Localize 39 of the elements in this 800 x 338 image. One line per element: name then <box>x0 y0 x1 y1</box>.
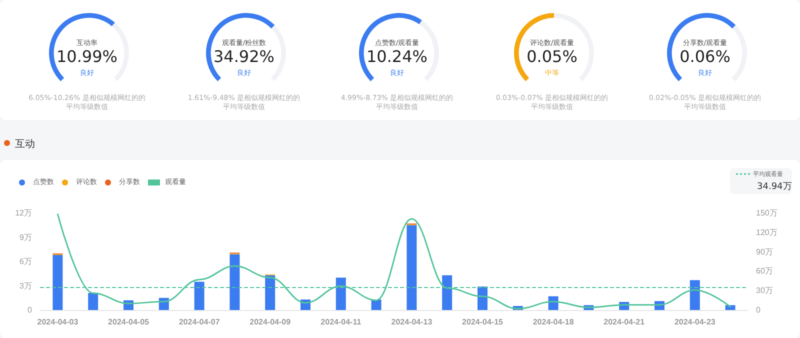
x-tick-label: 2024-04-11 <box>320 318 362 326</box>
y2-tick-label: 30万 <box>756 286 773 296</box>
y2-tick-label: 0 <box>756 306 761 314</box>
text: 0.05% <box>526 47 578 66</box>
chart-title: 互动 <box>15 138 35 151</box>
y2-tick-label: 60万 <box>756 266 773 276</box>
y2-tick-label: 150万 <box>756 208 778 218</box>
bar <box>442 275 452 310</box>
text: 34.94万 <box>757 181 792 193</box>
bar <box>88 293 98 310</box>
text: 10.99% <box>55 47 118 66</box>
text: 10.24% <box>365 47 428 66</box>
bar <box>194 282 204 310</box>
bar <box>230 254 240 310</box>
bar <box>478 286 488 310</box>
bar <box>406 225 417 310</box>
y-tick-label: 12万 <box>15 208 32 218</box>
bar <box>265 275 276 310</box>
y2-tick-label: 90万 <box>756 247 773 256</box>
y2-tick-label: 120万 <box>756 228 778 237</box>
bar <box>371 299 382 310</box>
x-tick-label: 2024-04-23 <box>674 318 716 326</box>
bar <box>52 255 63 310</box>
text: 0.06% <box>678 47 732 66</box>
x-tick-label: 2024-04-15 <box>462 318 504 326</box>
x-tick-label: 2024-04-13 <box>391 318 433 326</box>
x-tick-label: 2024-04-21 <box>604 318 646 326</box>
y-tick-label: 6万 <box>20 257 32 266</box>
x-tick-label: 2024-04-03 <box>37 318 79 326</box>
bar <box>336 278 346 310</box>
x-tick-label: 2024-04-09 <box>250 318 292 326</box>
x-tick-label: 2024-04-07 <box>178 318 220 326</box>
y-tick-label: 0 <box>28 306 33 314</box>
y-tick-label: 9万 <box>20 232 32 242</box>
x-tick-label: 2024-04-18 <box>532 318 574 326</box>
x-tick-label: 2024-04-05 <box>108 318 150 326</box>
bar <box>690 280 700 310</box>
text: 34.92% <box>212 47 276 66</box>
y-tick-label: 3万 <box>20 281 32 290</box>
